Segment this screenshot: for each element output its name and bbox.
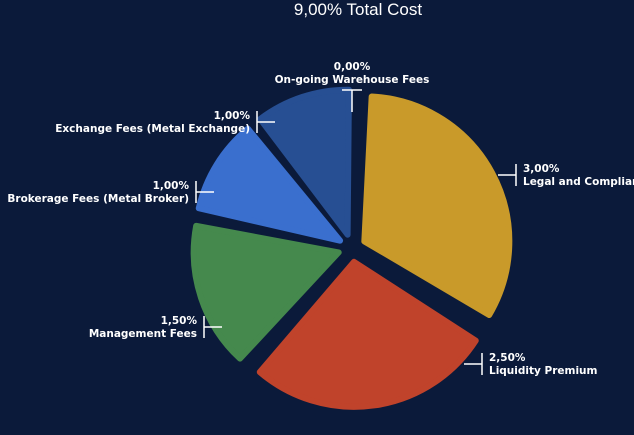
slice-value-label: 3,00% (523, 163, 560, 175)
slice-label-legal-and-compliance: 3,00%Legal and Compliance (498, 163, 634, 188)
pie-slice-brokerage-fees-metal-broker (195, 125, 344, 244)
slice-value-label: 0,00% (334, 61, 371, 73)
slice-label-liquidity-premium: 2,50%Liquidity Premium (464, 352, 598, 377)
pie-slice-liquidity-premium (256, 258, 479, 410)
slice-name-label: Brokerage Fees (Metal Broker) (7, 193, 189, 205)
slice-label-on-going-warehouse-fees: 0,00%On-going Warehouse Fees (275, 61, 430, 112)
slice-name-label: Liquidity Premium (489, 365, 598, 377)
slice-name-label: Management Fees (89, 328, 197, 340)
slice-value-label: 2,50% (489, 352, 526, 364)
slice-value-label: 1,00% (214, 110, 251, 122)
slice-value-label: 1,00% (153, 180, 190, 192)
slice-label-management-fees: 1,50%Management Fees (89, 315, 222, 340)
slice-label-brokerage-fees-metal-broker: 1,00%Brokerage Fees (Metal Broker) (7, 180, 214, 205)
slice-value-label: 1,50% (161, 315, 198, 327)
slice-name-label: Exchange Fees (Metal Exchange) (55, 123, 250, 135)
slice-name-label: On-going Warehouse Fees (275, 74, 430, 86)
slice-label-exchange-fees-metal-exchange: 1,00%Exchange Fees (Metal Exchange) (55, 110, 275, 135)
slice-name-label: Legal and Compliance (523, 176, 634, 188)
pie-slice-legal-and-compliance (361, 93, 513, 319)
chart-title: 9,00% Total Cost (293, 0, 423, 19)
pie-slice-management-fees (190, 222, 342, 362)
